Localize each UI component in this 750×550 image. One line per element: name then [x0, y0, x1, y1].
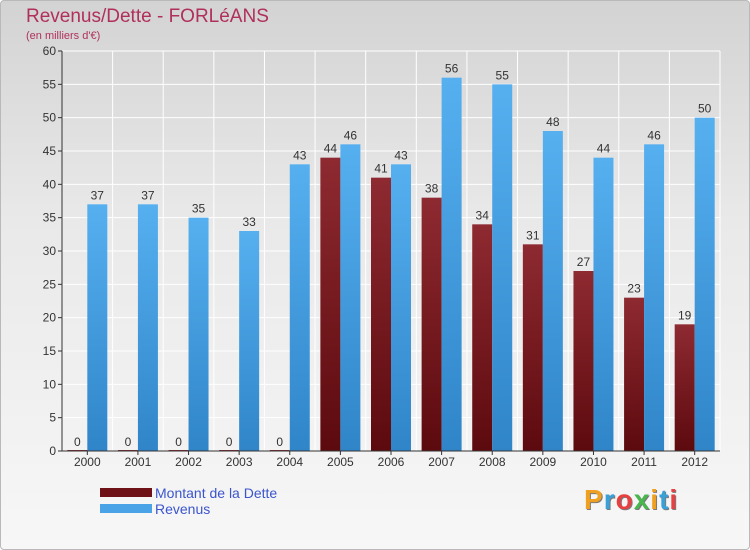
data-labels: 0 37 0 37 0 35 0 33 0 43 44 46 41 43 38 56 34 55 31 48 27 44 2…	[74, 62, 712, 449]
data-label: 56	[445, 62, 459, 76]
bar-dette	[573, 271, 594, 451]
x-tick-label: 2004	[276, 455, 303, 469]
axes: 0 5 10 15 20 25 30 35 40 45 50 55 60 2000 2001 2002 2003…	[43, 44, 720, 469]
x-tick-label: 2012	[681, 455, 708, 469]
logo-letter: o	[615, 484, 634, 515]
y-tick-label: 45	[43, 144, 57, 158]
y-tick-label: 5	[49, 411, 56, 425]
proxiti-logo: Proxiti	[584, 484, 678, 516]
bar-revenus	[289, 164, 310, 452]
data-label: 37	[91, 188, 105, 202]
data-label: 0	[226, 435, 233, 449]
y-tick-label: 15	[43, 344, 57, 358]
y-tick-label: 25	[43, 277, 57, 291]
data-label: 35	[192, 202, 206, 216]
data-label: 31	[526, 228, 540, 242]
y-tick-label: 55	[43, 77, 57, 91]
data-label: 0	[74, 435, 81, 449]
data-label: 38	[425, 182, 439, 196]
data-label: 0	[175, 435, 182, 449]
bars	[67, 77, 715, 452]
chart-title: Revenus/Dette - FORLéANS	[26, 6, 269, 27]
y-tick-label: 35	[43, 211, 57, 225]
data-label: 46	[647, 128, 661, 142]
data-label: 44	[597, 142, 611, 156]
bar-revenus	[188, 217, 209, 451]
bar-revenus	[694, 117, 715, 452]
y-tick-label: 50	[43, 111, 57, 125]
data-label: 55	[496, 68, 510, 82]
x-tick-label: 2005	[327, 455, 354, 469]
bar-revenus	[239, 231, 260, 451]
data-label: 33	[242, 215, 256, 229]
bar-dette	[421, 197, 442, 451]
legend-swatch-revenus	[100, 504, 152, 513]
bar-dette	[674, 324, 695, 451]
y-tick-label: 40	[43, 177, 57, 191]
bar-revenus	[542, 131, 563, 451]
bar-revenus	[87, 204, 108, 451]
bar-revenus	[441, 77, 462, 452]
logo-letter: P	[584, 484, 604, 515]
data-label: 43	[293, 148, 307, 162]
data-label: 50	[698, 102, 712, 116]
x-tick-label: 2007	[428, 455, 455, 469]
y-tick-label: 30	[43, 244, 57, 258]
chart-subtitle: (en milliers d'€)	[26, 30, 101, 42]
bar-revenus	[137, 204, 158, 451]
logo-letter: i	[669, 484, 679, 515]
y-tick-label: 60	[43, 44, 57, 58]
data-label: 48	[546, 115, 560, 129]
bar-revenus	[593, 157, 614, 451]
data-label: 43	[394, 148, 408, 162]
x-tick-label: 2010	[580, 455, 607, 469]
data-label: 41	[374, 162, 388, 176]
data-label: 46	[344, 128, 358, 142]
y-tick-label: 0	[49, 444, 56, 458]
bar-revenus	[391, 164, 411, 452]
legend-swatch-dette	[100, 488, 152, 497]
y-tick-label: 10	[43, 377, 57, 391]
x-tick-label: 2001	[125, 455, 152, 469]
data-label: 37	[141, 188, 155, 202]
data-label: 19	[678, 308, 692, 322]
data-label: 27	[577, 255, 591, 269]
logo-letter: x	[633, 484, 651, 515]
data-label: 44	[324, 142, 338, 156]
bar-dette	[522, 244, 543, 451]
x-tick-label: 2006	[378, 455, 405, 469]
bar-revenus	[644, 144, 665, 452]
x-tick-label: 2008	[479, 455, 506, 469]
bar-revenus	[492, 84, 513, 451]
x-tick-label: 2000	[74, 455, 101, 469]
x-tick-label: 2011	[631, 455, 657, 469]
logo-letter: r	[603, 484, 616, 515]
bar-dette	[320, 157, 341, 451]
legend-label-revenus: Revenus	[155, 501, 211, 517]
bar-revenus	[340, 144, 361, 452]
bar-dette	[371, 177, 391, 451]
x-tick-label: 2003	[226, 455, 253, 469]
bar-dette	[624, 297, 645, 451]
y-tick-label: 20	[43, 311, 57, 325]
legend-label-dette: Montant de la Dette	[155, 485, 278, 501]
logo-letter: i	[650, 484, 660, 515]
data-label: 34	[476, 208, 490, 222]
x-tick-label: 2002	[175, 455, 202, 469]
x-tick-label: 2009	[529, 455, 556, 469]
data-label: 0	[125, 435, 132, 449]
bar-dette	[472, 224, 493, 451]
data-label: 23	[627, 282, 641, 296]
logo-letter: t	[659, 484, 670, 515]
data-label: 0	[276, 435, 283, 449]
